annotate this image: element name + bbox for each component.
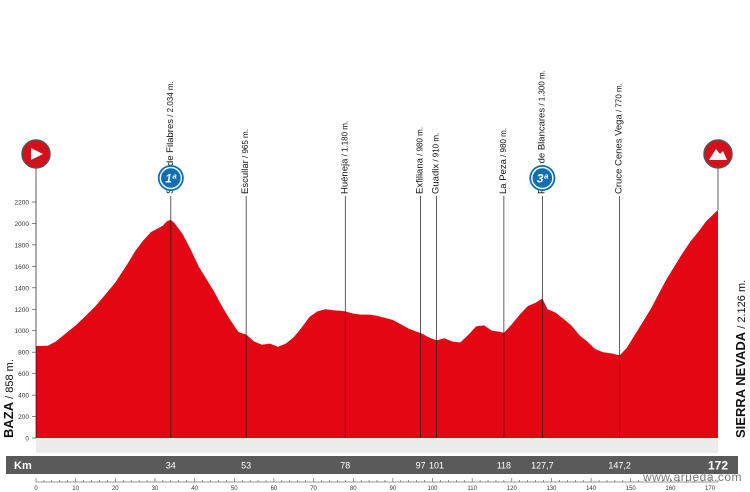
category-badge-ring [159,166,183,190]
x-tick-label: 60 [271,486,278,492]
km-bar: Km 34 53 78 97 101 118 127,7 147,2 172 [6,456,738,474]
point-label: La Peza / 980 m. [498,128,509,194]
finish-mountain-icon [709,149,727,160]
x-tick-label: 50 [231,486,238,492]
y-tick-label: 1400 [15,285,30,292]
point-name: Sierra de Filabres [165,119,176,194]
y-tick-label: 2000 [15,221,30,228]
x-tick-label: 130 [546,486,557,492]
x-tick-label: 170 [705,486,716,492]
point-altitude: / 1.180 m. [340,121,349,159]
point-label: Huéneja / 1.180 m. [339,121,350,194]
x-tick-label: 90 [390,486,397,492]
point-altitude: / 980 m. [416,127,425,158]
x-tick-label: 120 [507,486,518,492]
y-tick-label: 0 [25,436,29,443]
point-altitude: / 770 m. [615,83,624,114]
km-bar-value: 53 [241,461,251,471]
point-name: Puerto de Blancares [536,108,547,194]
point-name: Escullar [240,160,251,194]
y-tick-label: 400 [18,393,29,400]
profile-icons: 1ª 3ª [21,139,733,191]
category-badge-icon [157,165,184,191]
point-label: Escullar / 965 m. [240,129,251,194]
elevation-area [36,209,718,438]
point-name: Cruce Cenes Vega [614,114,625,194]
x-axis: 0 10 20 30 40 50 60 70 80 90 100 110 120 130 140 150 160… [34,478,719,492]
point-label: Sierra de Filabres / 2.034 m. [165,81,176,194]
point-label: Puerto de Blancares / 1.300 m. [536,70,547,194]
x-tick-label: 0 [34,486,38,492]
y-axis: 0 200 400 600 800 1000 1200 1400 1600 1800 2000 220… [15,200,36,443]
point-name: Guadix [430,164,441,194]
km-bar-value: 78 [340,461,350,471]
x-tick-label: 100 [428,486,439,492]
x-tick-label: 80 [350,486,357,492]
km-bar-value: 147,2 [608,461,631,471]
x-tick-label: 30 [152,486,159,492]
x-tick-label: 40 [191,486,198,492]
finish-label-name: SIERRA NEVADA [733,331,748,438]
finish-label-altitude: / 2.126 m. [736,280,748,332]
point-label: Cruce Cenes Vega / 770 m. [614,83,625,194]
category-badge-icon [529,165,556,191]
point-lines [35,168,719,438]
point-name: La Peza [498,158,509,194]
x-tick-label: 160 [665,486,676,492]
y-tick-label: 1200 [15,307,30,314]
km-bar-title: Km [14,460,32,472]
point-label: Exfiliana / 980 m. [415,127,426,194]
km-bar-background [6,456,738,474]
start-label-altitude: / 858 m. [4,359,16,402]
km-bar-value: 34 [166,461,176,471]
x-tick-label: 140 [586,486,597,492]
start-play-icon [31,148,43,160]
point-altitude: / 965 m. [241,129,250,160]
km-bar-value: 101 [429,461,444,471]
category-badge-label: 3ª [537,172,549,186]
y-tick-label: 1600 [15,264,30,271]
y-tick-label: 2200 [15,200,30,207]
x-tick-label: 20 [112,486,119,492]
category-badge-label: 1ª [165,172,177,186]
km-bar-total: 172 [708,459,728,473]
profile-area [36,209,718,453]
watermark: www.arueda.com [642,470,742,484]
category-badge-ring [531,166,554,190]
side-labels: BAZA / 858 m. SIERRA NEVADA / 2.126 m. [1,280,748,438]
km-bar-value: 97 [416,461,426,471]
start-label-name: BAZA [1,401,16,438]
x-tick-label: 110 [467,486,477,492]
y-tick-label: 800 [18,350,29,357]
y-tick-label: 1000 [15,328,30,335]
point-label: Guadix / 910 m. [430,133,441,194]
point-altitude: / 2.034 m. [166,81,175,119]
x-tick-label: 10 [72,486,79,492]
finish-label: SIERRA NEVADA / 2.126 m. [733,280,748,438]
point-name: Exfiliana [415,157,426,194]
base-strip [36,438,718,453]
km-bar-value: 127,7 [531,461,554,471]
y-tick-label: 600 [18,371,29,378]
y-tick-label: 1800 [15,242,30,249]
x-tick-label: 150 [626,486,637,492]
km-bar-value: 118 [497,461,511,471]
x-tick-label: 70 [310,486,317,492]
point-altitude: / 910 m. [431,133,440,164]
start-label: BAZA / 858 m. [1,359,16,438]
point-altitude: / 1.300 m. [537,70,546,108]
y-tick-label: 200 [18,414,29,421]
point-name: Huéneja [339,158,350,194]
point-labels: Sierra de Filabres / 2.034 m. Escullar / … [165,70,625,194]
point-altitude: / 980 m. [499,128,508,159]
